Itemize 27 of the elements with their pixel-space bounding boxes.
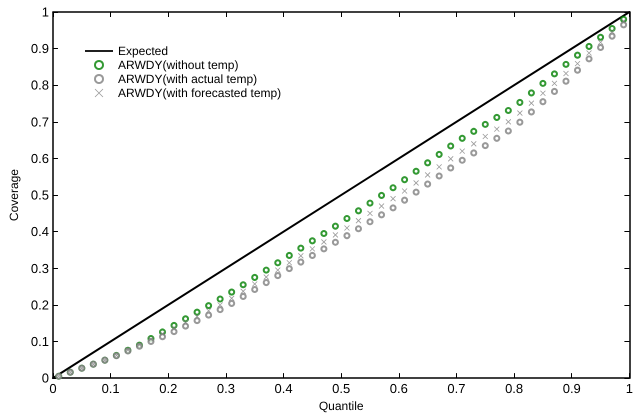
legend-label: ARWDY(with actual temp) <box>118 72 258 86</box>
x-tick-label: 0.9 <box>562 381 581 396</box>
x-tick-label: 0.1 <box>102 381 120 396</box>
y-tick-label: 0.9 <box>30 41 49 56</box>
y-tick-label: 0.4 <box>30 224 49 240</box>
y-axis-title: Coverage <box>7 168 21 222</box>
x-tick-label: 0.7 <box>447 381 466 396</box>
y-tick-label: 0.1 <box>30 334 49 349</box>
legend-label: Expected <box>118 44 168 58</box>
x-axis-title: Quantile <box>318 399 364 413</box>
y-tick-label: 0.8 <box>30 78 49 93</box>
x-tick-label: 0.4 <box>274 381 293 396</box>
y-tick-label: 0.3 <box>30 260 49 276</box>
x-tick-label: 0.5 <box>332 381 350 396</box>
legend-label: ARWDY(without temp) <box>118 58 238 72</box>
legend-label: ARWDY(with forecasted temp) <box>118 86 282 100</box>
y-tick-label: 0.2 <box>30 297 49 312</box>
y-tick-label: 0.6 <box>30 150 49 166</box>
x-tick-label: 0.3 <box>216 381 235 396</box>
y-tick-label: 0.7 <box>30 114 49 130</box>
x-tick-label: 0.2 <box>159 381 178 396</box>
x-tick-label: 1 <box>626 381 633 396</box>
y-tick-label: 0.5 <box>30 188 49 203</box>
y-tick-label: 0 <box>42 370 49 386</box>
y-tick-label: 1 <box>42 4 49 20</box>
x-tick-label: 0.8 <box>505 381 524 396</box>
x-tick-label: 0.6 <box>390 381 408 396</box>
